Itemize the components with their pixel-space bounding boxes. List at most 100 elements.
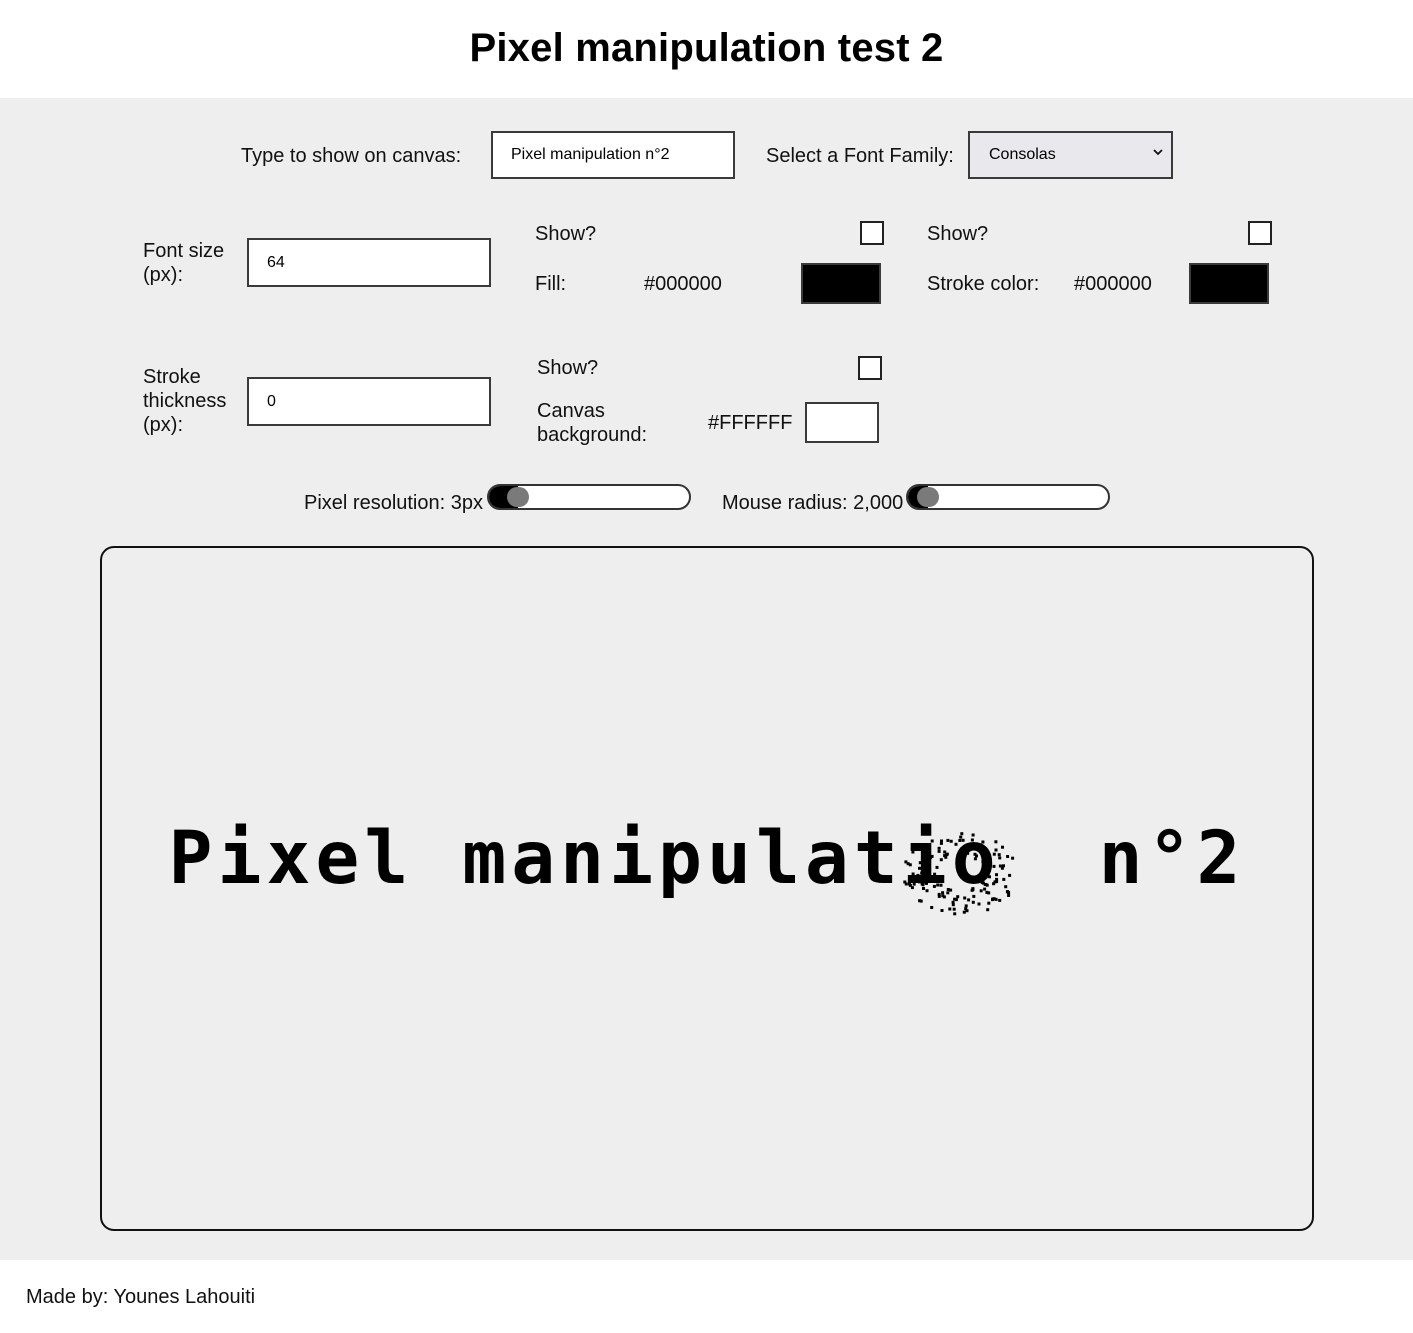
font-size-input[interactable] (247, 238, 491, 287)
scatter-pixel (930, 839, 934, 843)
scatter-pixel (973, 852, 977, 856)
scatter-pixel (929, 879, 932, 883)
scatter-pixel (943, 850, 947, 854)
scatter-pixel (966, 851, 970, 855)
scatter-pixel (987, 901, 991, 905)
scatter-pixel (911, 872, 915, 876)
scatter-pixel (1001, 845, 1004, 849)
font-size-label: Font size (px): (143, 240, 225, 286)
scatter-pixel (918, 861, 922, 865)
background-hex-value: #FFFFFF (708, 412, 793, 434)
scatter-pixel (1002, 864, 1005, 868)
scatter-pixel (981, 860, 985, 864)
scatter-pixel (903, 880, 907, 884)
footer-credit: Made by: Younes Lahouiti (26, 1286, 256, 1308)
scatter-pixel (927, 876, 931, 880)
scatter-pixel (937, 849, 941, 853)
scatter-pixel (926, 874, 930, 878)
scatter-pixel (933, 872, 937, 876)
stroke-show-checkbox[interactable] (1248, 221, 1272, 245)
scatter-pixel (935, 865, 939, 869)
scatter-pixel (924, 843, 928, 847)
font-family-select[interactable]: Consolas (968, 131, 1173, 179)
background-color-swatch[interactable] (805, 402, 879, 443)
mouse-radius-slider[interactable] (906, 484, 1110, 510)
scatter-pixel (951, 903, 955, 907)
scatter-pixel (918, 899, 922, 903)
scatter-pixel (992, 864, 996, 868)
scatter-pixel (919, 899, 923, 903)
scatter-pixel (953, 912, 957, 916)
page-title: Pixel manipulation test 2 (469, 26, 944, 70)
scatter-pixel (962, 910, 966, 914)
stroke-thickness-label: Stroke thickness (px): (143, 366, 227, 436)
mouse-radius-slider-thumb[interactable] (917, 487, 939, 507)
scatter-pixel (985, 890, 989, 894)
scatter-pixel (960, 832, 964, 836)
scatter-pixel (921, 875, 925, 879)
scatter-pixel (921, 883, 925, 887)
scatter-pixel (973, 857, 977, 861)
pixel-resolution-slider[interactable] (487, 484, 691, 510)
scatter-pixel (942, 895, 946, 899)
scatter-pixel (994, 848, 998, 852)
fill-show-label: Show? (535, 223, 597, 245)
scatter-pixel (951, 900, 955, 904)
scatter-pixel (964, 907, 968, 911)
scatter-pixel (992, 852, 996, 856)
scatter-pixel (988, 875, 991, 879)
scatter-pixel (988, 865, 992, 869)
scatter-pixel (906, 862, 910, 866)
fill-color-swatch[interactable] (801, 263, 881, 304)
scatter-pixel (933, 879, 937, 883)
scatter-pixel (941, 894, 945, 898)
scatter-pixel (983, 887, 987, 891)
background-show-checkbox[interactable] (858, 356, 882, 380)
font-family-selected-value: Consolas (989, 146, 1056, 163)
stroke-color-swatch[interactable] (1189, 263, 1269, 304)
scatter-pixel (998, 898, 1002, 902)
scatter-pixel (920, 871, 924, 875)
text-input-label: Type to show on canvas: (241, 145, 462, 167)
scatter-pixel (939, 883, 943, 887)
scatter-pixel (922, 880, 926, 884)
scatter-pixel (954, 898, 958, 902)
scatter-pixel (918, 880, 922, 884)
scatter-pixel (912, 882, 916, 886)
drawing-canvas[interactable]: Pixel manipulatio n°2 (100, 546, 1314, 1231)
scatter-pixel (971, 887, 975, 891)
canvas-text-input[interactable] (491, 131, 735, 179)
scatter-pixel (930, 906, 934, 909)
scatter-pixel (1007, 894, 1011, 897)
scatter-pixel (952, 907, 956, 911)
pixel-resolution-slider-thumb[interactable] (507, 487, 529, 507)
scatter-pixel (908, 883, 912, 887)
scatter-pixel (940, 909, 944, 912)
scatter-pixel (963, 896, 967, 900)
scatter-pixel (910, 886, 914, 890)
scatter-pixel (981, 840, 985, 844)
font-family-label: Select a Font Family: (766, 145, 954, 167)
scatter-pixel (971, 900, 975, 904)
scatter-pixel (946, 891, 950, 895)
scatter-pixel (925, 856, 929, 860)
scatter-pixel (925, 881, 928, 885)
fill-show-checkbox[interactable] (860, 221, 884, 245)
scatter-pixel (977, 902, 981, 906)
scatter-pixel (953, 897, 957, 901)
scatter-pixel (939, 858, 943, 862)
scatter-pixel (964, 904, 968, 908)
scatter-pixel (937, 894, 941, 898)
scatter-pixel (930, 854, 934, 858)
scatter-pixel (946, 838, 950, 842)
stroke-hex-value: #000000 (1074, 273, 1152, 295)
scatter-pixel (965, 909, 969, 913)
stroke-thickness-input[interactable] (247, 377, 491, 426)
scatter-pixel (904, 860, 908, 864)
scatter-pixel (941, 891, 945, 895)
scatter-pixel (937, 892, 941, 896)
scatter-pixel (932, 884, 936, 888)
scatter-pixel (994, 897, 998, 901)
chevron-down-icon (1153, 149, 1163, 156)
scatter-pixel (983, 882, 987, 886)
